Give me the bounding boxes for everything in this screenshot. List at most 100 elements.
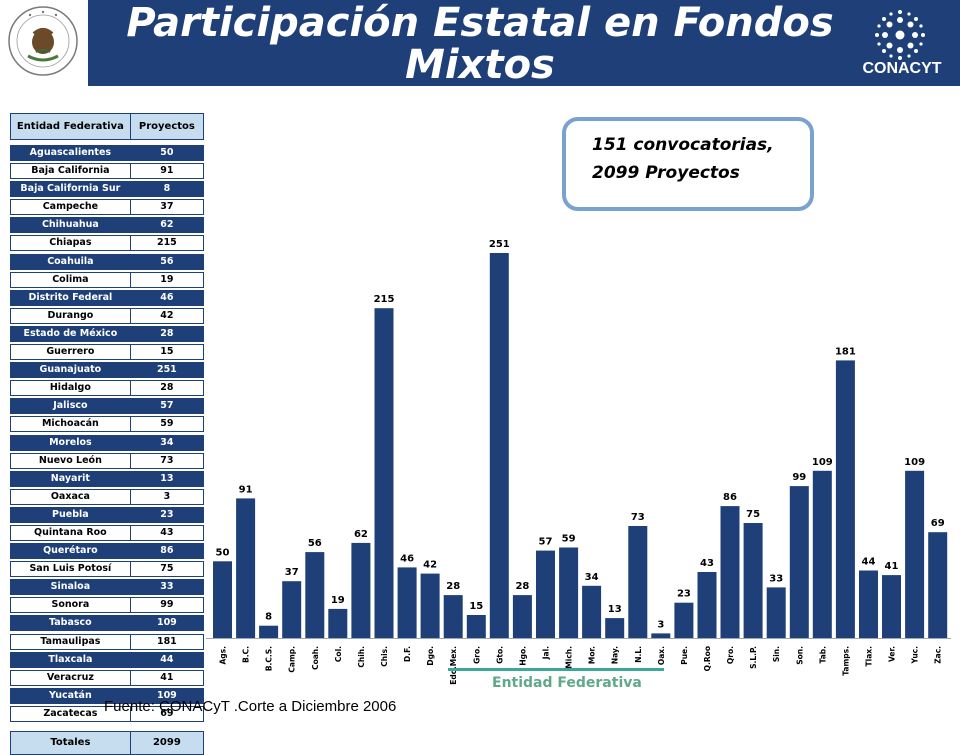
- project-count-cell: 23: [160, 508, 174, 520]
- project-count-cell: 109: [156, 617, 177, 629]
- data-label: 13: [608, 604, 622, 615]
- x-tick-label: Mor.: [588, 646, 597, 664]
- project-count-cell: 8: [163, 183, 171, 195]
- x-tick-label: Camp.: [288, 646, 297, 673]
- bar: [559, 547, 579, 638]
- x-tick-label: Gto.: [495, 646, 504, 664]
- x-tick-label: Mich.: [565, 646, 574, 669]
- x-tick-label: Zac.: [934, 646, 943, 664]
- table-row: Veracruz 41: [10, 669, 204, 686]
- data-label: 75: [746, 509, 760, 520]
- bar: [397, 567, 417, 638]
- bar: [259, 625, 279, 638]
- table-row: Baja California 91: [10, 163, 204, 180]
- table-row: Michoacán 59: [10, 416, 204, 433]
- x-tick-label: S.L.P.: [749, 646, 758, 669]
- table-row: Yucatán 109: [10, 687, 204, 704]
- x-tick-label: Tlax.: [865, 646, 874, 667]
- project-count-cell: 56: [160, 255, 174, 267]
- header-band: [88, 0, 960, 86]
- data-label: 23: [677, 589, 691, 600]
- x-tick-label: Coah.: [311, 646, 320, 670]
- project-count-cell: 15: [160, 346, 174, 358]
- state-name-cell: Hidalgo: [11, 381, 131, 396]
- table-row: Sonora 99: [10, 597, 204, 614]
- page-title: Participación Estatal en Fondos Mixtos: [126, 0, 834, 88]
- x-tick-label: Tamps.: [841, 646, 850, 676]
- data-label: 46: [400, 553, 414, 564]
- project-count-cell: 13: [160, 472, 174, 484]
- x-tick-label: Tab.: [818, 646, 827, 664]
- table-row: Aguascalientes 50: [10, 145, 204, 161]
- data-label: 8: [265, 612, 272, 623]
- data-label: 215: [374, 294, 395, 305]
- x-tick-label: Chis.: [380, 646, 389, 667]
- project-count-cell: 181: [156, 635, 177, 647]
- state-name-cell: Estado de México: [11, 326, 131, 341]
- data-label: 15: [469, 601, 483, 612]
- data-label: 99: [792, 472, 806, 483]
- bar: [651, 633, 671, 638]
- bar: [213, 561, 232, 638]
- bar: [466, 615, 486, 638]
- project-count-cell: 215: [156, 237, 177, 249]
- project-count-cell: 50: [160, 147, 174, 158]
- x-tick-label: D.F.: [403, 646, 412, 662]
- table-row: Chiapas 215: [10, 235, 204, 252]
- state-name-cell: Puebla: [11, 507, 131, 522]
- state-name-cell: Veracruz: [11, 670, 131, 685]
- state-name-cell: Oaxaca: [11, 489, 131, 504]
- bar: [743, 523, 763, 638]
- bar: [536, 550, 555, 638]
- data-label: 69: [931, 518, 945, 529]
- x-tick-label: B.C.: [242, 646, 251, 663]
- project-count-cell: 46: [160, 291, 174, 303]
- bar: [443, 595, 463, 638]
- state-name-cell: Campeche: [11, 200, 131, 215]
- state-name-cell: Coahuila: [11, 254, 131, 269]
- mexico-seal-icon: [8, 6, 78, 76]
- table-row: Chihuahua 62: [10, 217, 204, 234]
- table-row: Tabasco 109: [10, 615, 204, 632]
- project-count-cell: 62: [160, 219, 174, 231]
- state-name-cell: Distrito Federal: [11, 290, 131, 305]
- table-row: Estado de México 28: [10, 325, 204, 342]
- project-count-cell: 86: [160, 545, 174, 557]
- state-name-cell: Durango: [11, 308, 131, 323]
- data-label: 34: [585, 572, 599, 583]
- project-count-cell: 109: [156, 689, 177, 701]
- bar: [882, 575, 901, 638]
- state-name-cell: Aguascalientes: [11, 146, 131, 160]
- bar: [859, 570, 878, 638]
- bar: [628, 526, 648, 638]
- x-axis-title: Entidad Federativa: [492, 675, 642, 691]
- data-label: 59: [562, 534, 576, 545]
- table-header-proyectos: Proyectos: [138, 121, 195, 132]
- bar: [236, 498, 256, 638]
- x-tick-label: Qro.: [726, 646, 735, 664]
- bar: [812, 470, 832, 638]
- bar: [489, 253, 509, 638]
- state-name-cell: Chiapas: [11, 236, 131, 251]
- data-label: 73: [631, 512, 645, 523]
- conacyt-logo-text: CONACYT: [862, 60, 942, 77]
- state-name-cell: Jalisco: [11, 399, 131, 414]
- state-name-cell: Nuevo León: [11, 453, 131, 468]
- x-tick-label: Jal.: [542, 646, 551, 660]
- data-label: 57: [539, 537, 553, 548]
- table-body: Aguascalientes 50 Baja California 91 Baja Ca…: [10, 145, 204, 722]
- table-row: Nayarit 13: [10, 470, 204, 487]
- bar: [789, 486, 809, 638]
- bar: [605, 618, 625, 638]
- x-tick-label: Edo.Mex.: [449, 646, 458, 685]
- table-header-entidad: Entidad Federativa: [11, 114, 131, 139]
- data-label: 43: [700, 558, 714, 569]
- x-tick-label: Dgo.: [426, 646, 435, 666]
- project-count-cell: 75: [160, 563, 174, 575]
- header: Participación Estatal en Fondos Mixtos C…: [0, 0, 960, 86]
- state-name-cell: Querétaro: [11, 544, 131, 559]
- state-name-cell: Sinaloa: [11, 580, 131, 595]
- project-count-cell: 28: [160, 327, 174, 339]
- x-tick-label: Sin.: [772, 646, 781, 662]
- bar: [420, 573, 440, 638]
